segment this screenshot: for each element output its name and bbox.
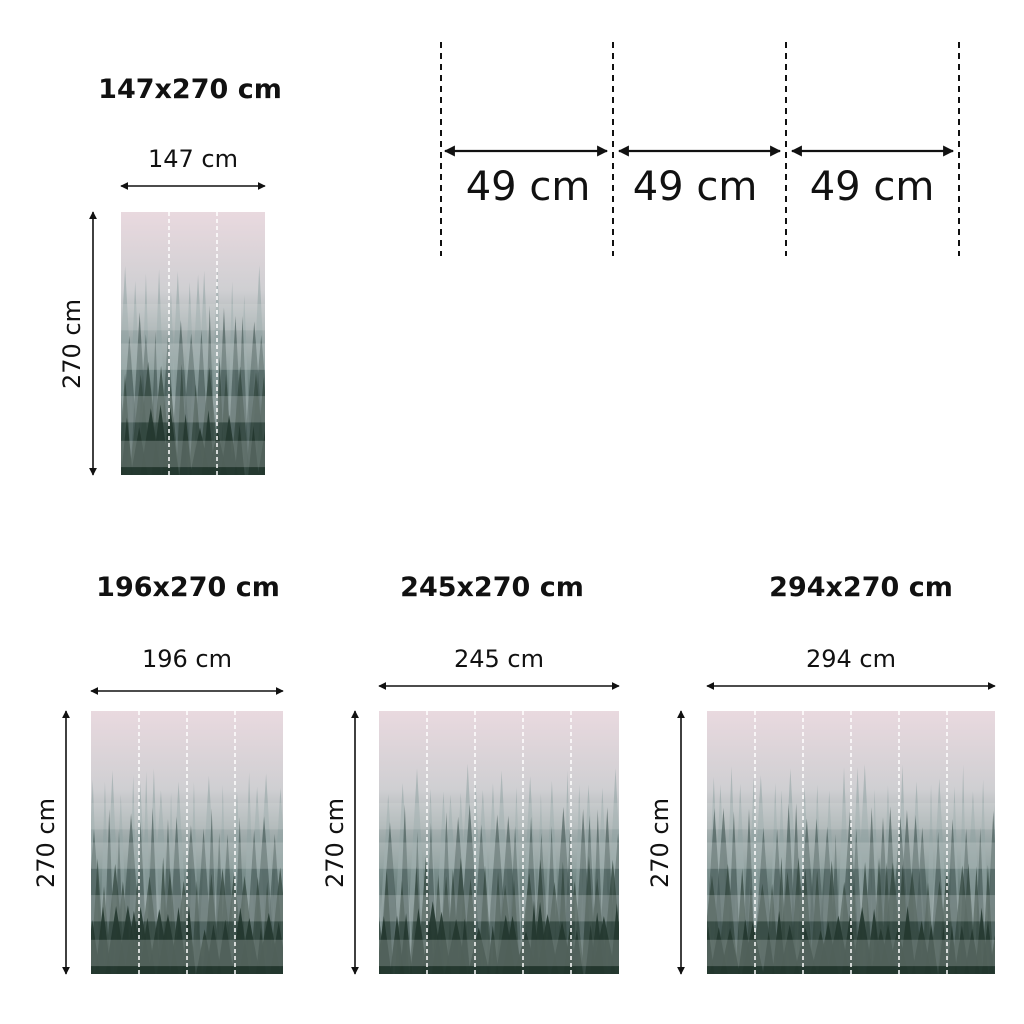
tree <box>270 921 283 974</box>
tree <box>389 915 405 974</box>
tree <box>234 424 245 475</box>
tree <box>238 918 260 974</box>
tree <box>536 913 559 974</box>
forest-wallpaper-image <box>379 711 619 974</box>
tree <box>230 366 250 475</box>
tree <box>257 430 265 475</box>
panel-title: 196x270 cm <box>96 572 280 603</box>
width-label: 245 cm <box>453 645 545 673</box>
tree <box>938 926 949 974</box>
panel-title: 147x270 cm <box>98 74 282 105</box>
tree <box>779 924 800 974</box>
tree <box>248 426 259 475</box>
tree <box>431 911 452 974</box>
tree <box>467 927 490 974</box>
tree <box>191 880 202 974</box>
tree <box>570 929 584 974</box>
tree <box>762 931 775 974</box>
tree <box>851 906 873 974</box>
tree <box>216 919 234 974</box>
fog <box>121 396 265 423</box>
tree <box>179 413 192 475</box>
tree <box>182 905 196 974</box>
tree <box>95 906 111 974</box>
tree <box>220 414 238 475</box>
tree <box>610 903 619 974</box>
tree <box>742 922 764 974</box>
width-label: 196 cm <box>141 645 233 673</box>
fog <box>121 343 265 370</box>
tree <box>793 928 818 974</box>
tree <box>409 908 428 974</box>
forest-wallpaper-image <box>121 212 265 475</box>
panel-title: 245x270 cm <box>400 572 584 603</box>
tree <box>161 407 179 475</box>
tree <box>399 913 413 974</box>
forest-wallpaper-image <box>707 711 995 974</box>
width-label: 294 cm <box>805 645 897 673</box>
tree <box>981 920 995 974</box>
tree <box>205 924 222 974</box>
width-label: 147 cm <box>147 145 239 173</box>
strip-width-label: 49 cm <box>632 164 758 210</box>
tree <box>591 916 616 974</box>
tree <box>954 925 970 974</box>
forest-wallpaper-image <box>91 711 283 974</box>
fog <box>379 939 619 967</box>
tree <box>720 927 741 974</box>
strip-width-label: 49 cm <box>465 164 591 210</box>
tree <box>924 924 938 974</box>
tree <box>899 905 916 974</box>
fog <box>379 842 619 869</box>
tree <box>487 925 499 974</box>
fog <box>121 440 265 468</box>
tree <box>121 417 133 475</box>
tree <box>502 915 523 974</box>
fog <box>379 803 619 830</box>
tree <box>170 907 187 974</box>
tree <box>379 916 392 974</box>
strip-width-label: 49 cm <box>809 164 935 210</box>
tree <box>946 925 958 974</box>
fog <box>121 304 265 331</box>
panel-title: 294x270 cm <box>769 572 953 603</box>
tree <box>772 910 787 974</box>
tree <box>459 918 471 974</box>
